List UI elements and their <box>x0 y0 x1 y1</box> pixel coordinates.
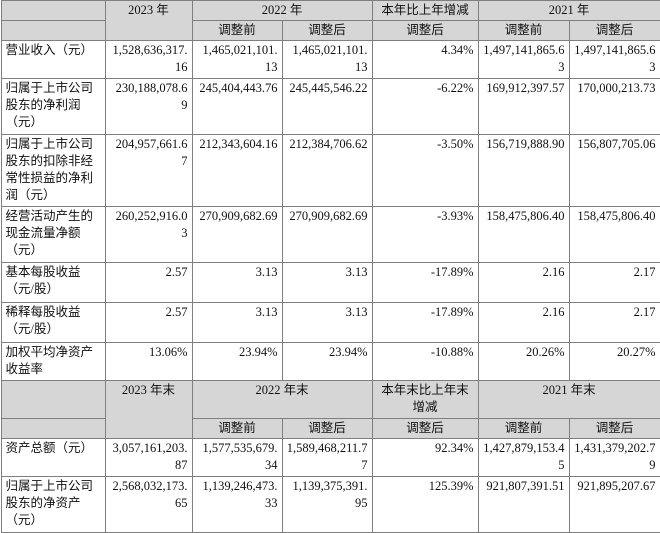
header-year-2021: 2021 年 <box>478 1 660 21</box>
cell-2023: 1,528,636,317.16 <box>105 41 192 79</box>
cell-2021-after: 2.17 <box>569 303 660 343</box>
header-corner-lower <box>1 21 105 41</box>
cell-2023: 3,057,161,203.87 <box>105 439 192 477</box>
cell-2023: 13.06% <box>105 343 192 381</box>
header-year-2023: 2023 年 <box>105 1 192 41</box>
header-change: 本年比上年增减 <box>372 1 478 21</box>
cell-change: -3.93% <box>372 207 478 263</box>
table-row: 基本每股收益（元/股） 2.57 3.13 3.13 -17.89% 2.16 … <box>1 263 660 303</box>
balance-header-row-2: 调整前 调整后 调整后 调整前 调整后 <box>1 419 660 439</box>
balance-header-year-2023: 2023 年末 <box>105 381 192 439</box>
cell-2023: 204,957,661.67 <box>105 135 192 207</box>
cell-2021-after: 921,895,207.67 <box>569 477 660 533</box>
cell-2021-before: 156,719,888.90 <box>478 135 569 207</box>
balance-header-2021-after: 调整后 <box>569 419 660 439</box>
header-change-after: 调整后 <box>372 21 478 41</box>
balance-header-corner-lower <box>1 419 105 439</box>
balance-header-2021-before: 调整前 <box>478 419 569 439</box>
cell-change: -10.88% <box>372 343 478 381</box>
cell-2021-after: 2.17 <box>569 263 660 303</box>
cell-2021-before: 1,497,141,865.63 <box>478 41 569 79</box>
table-row: 稀释每股收益（元/股） 2.57 3.13 3.13 -17.89% 2.16 … <box>1 303 660 343</box>
row-label: 归属于上市公司股东的净利润（元） <box>1 79 105 135</box>
cell-2021-before: 1,427,879,153.45 <box>478 439 569 477</box>
cell-2023: 260,252,916.03 <box>105 207 192 263</box>
header-year-2022: 2022 年 <box>192 1 372 21</box>
cell-2021-before: 2.16 <box>478 303 569 343</box>
cell-2022-after: 1,139,375,391.95 <box>282 477 372 533</box>
table-row: 营业收入（元） 1,528,636,317.16 1,465,021,101.1… <box>1 41 660 79</box>
income-header-row-2: 调整前 调整后 调整后 调整前 调整后 <box>1 21 660 41</box>
cell-2022-after: 23.94% <box>282 343 372 381</box>
header-2022-before: 调整前 <box>192 21 282 41</box>
header-2022-after: 调整后 <box>282 21 372 41</box>
cell-2021-before: 158,475,806.40 <box>478 207 569 263</box>
cell-change: -3.50% <box>372 135 478 207</box>
row-label: 加权平均净资产收益率 <box>1 343 105 381</box>
balance-header-year-2021: 2021 年末 <box>478 381 660 419</box>
table-row: 资产总额（元） 3,057,161,203.87 1,577,535,679.3… <box>1 439 660 477</box>
cell-2021-after: 170,000,213.73 <box>569 79 660 135</box>
cell-2021-after: 158,475,806.40 <box>569 207 660 263</box>
cell-2023: 230,188,078.69 <box>105 79 192 135</box>
cell-2022-before: 1,577,535,679.34 <box>192 439 282 477</box>
row-label: 稀释每股收益（元/股） <box>1 303 105 343</box>
row-label: 归属于上市公司股东的扣除非经常性损益的净利润（元） <box>1 135 105 207</box>
cell-2021-after: 156,807,705.06 <box>569 135 660 207</box>
cell-2022-after: 270,909,682.69 <box>282 207 372 263</box>
header-corner <box>1 1 105 21</box>
balance-header-change-after: 调整后 <box>372 419 478 439</box>
cell-change: -17.89% <box>372 303 478 343</box>
table-row: 经营活动产生的现金流量净额（元） 260,252,916.03 270,909,… <box>1 207 660 263</box>
cell-2022-before: 3.13 <box>192 303 282 343</box>
balance-header-2022-before: 调整前 <box>192 419 282 439</box>
cell-change: 92.34% <box>372 439 478 477</box>
cell-2022-before: 212,343,604.16 <box>192 135 282 207</box>
cell-2022-before: 3.13 <box>192 263 282 303</box>
header-2021-after: 调整后 <box>569 21 660 41</box>
cell-2022-after: 212,384,706.62 <box>282 135 372 207</box>
table-row: 归属于上市公司股东的净资产（元） 2,568,032,173.65 1,139,… <box>1 477 660 533</box>
cell-2022-before: 23.94% <box>192 343 282 381</box>
cell-2023: 2,568,032,173.65 <box>105 477 192 533</box>
balance-header-row-1: 2023 年末 2022 年末 本年末比上年末增减 2021 年末 <box>1 381 660 419</box>
table-row: 加权平均净资产收益率 13.06% 23.94% 23.94% -10.88% … <box>1 343 660 381</box>
cell-2022-before: 245,404,443.76 <box>192 79 282 135</box>
row-label: 营业收入（元） <box>1 41 105 79</box>
cell-2022-after: 1,465,021,101.13 <box>282 41 372 79</box>
balance-header-year-2022: 2022 年末 <box>192 381 372 419</box>
cell-2021-after: 1,431,379,202.79 <box>569 439 660 477</box>
cell-change: -17.89% <box>372 263 478 303</box>
cell-2021-before: 921,807,391.51 <box>478 477 569 533</box>
cell-2021-before: 20.26% <box>478 343 569 381</box>
cell-2022-before: 1,139,246,473.33 <box>192 477 282 533</box>
cell-2021-before: 169,912,397.57 <box>478 79 569 135</box>
cell-2022-after: 3.13 <box>282 303 372 343</box>
row-label: 基本每股收益（元/股） <box>1 263 105 303</box>
cell-2022-before: 1,465,021,101.13 <box>192 41 282 79</box>
row-label: 资产总额（元） <box>1 439 105 477</box>
cell-2021-before: 2.16 <box>478 263 569 303</box>
balance-header-change: 本年末比上年末增减 <box>372 381 478 419</box>
table-row: 归属于上市公司股东的净利润（元） 230,188,078.69 245,404,… <box>1 79 660 135</box>
balance-header-2022-after: 调整后 <box>282 419 372 439</box>
cell-2022-after: 245,445,546.22 <box>282 79 372 135</box>
cell-2022-before: 270,909,682.69 <box>192 207 282 263</box>
income-header-row-1: 2023 年 2022 年 本年比上年增减 2021 年 <box>1 1 660 21</box>
balance-header-corner <box>1 381 105 419</box>
cell-change: 125.39% <box>372 477 478 533</box>
table-row: 归属于上市公司股东的扣除非经常性损益的净利润（元） 204,957,661.67… <box>1 135 660 207</box>
cell-2023: 2.57 <box>105 303 192 343</box>
cell-change: -6.22% <box>372 79 478 135</box>
header-2021-before: 调整前 <box>478 21 569 41</box>
row-label: 经营活动产生的现金流量净额（元） <box>1 207 105 263</box>
cell-2022-after: 1,589,468,211.77 <box>282 439 372 477</box>
cell-2021-after: 20.27% <box>569 343 660 381</box>
cell-2023: 2.57 <box>105 263 192 303</box>
cell-change: 4.34% <box>372 41 478 79</box>
cell-2021-after: 1,497,141,865.63 <box>569 41 660 79</box>
row-label: 归属于上市公司股东的净资产（元） <box>1 477 105 533</box>
cell-2022-after: 3.13 <box>282 263 372 303</box>
